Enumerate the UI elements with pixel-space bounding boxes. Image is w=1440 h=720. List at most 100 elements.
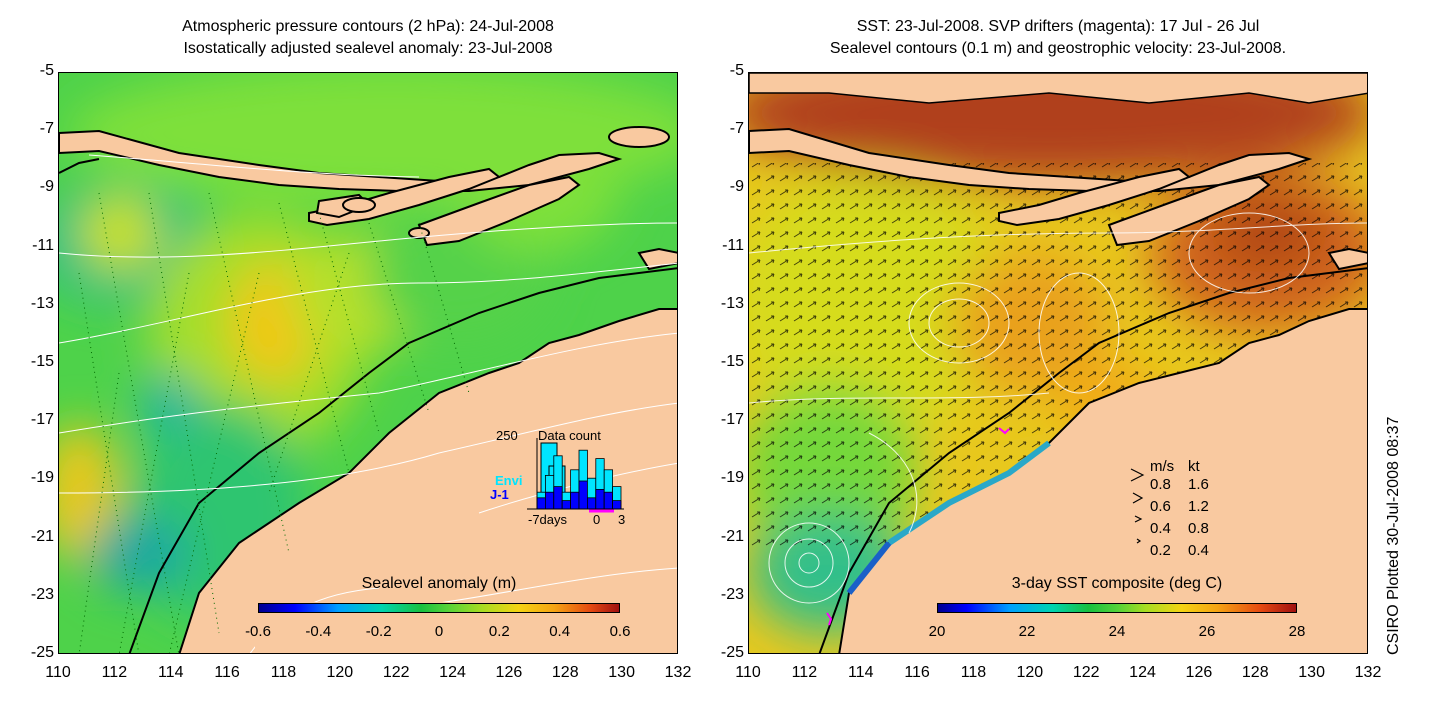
right-colorbar-tick: 22 [1018,623,1036,640]
j1-bar [612,500,622,510]
velocity-legend-kt-12: 1.2 [1188,498,1209,515]
left-colorbar-title: Sealevel anomaly (m) [361,575,517,592]
left-lon-tick-label: 122 [382,664,410,681]
left-colorbar-tick: 0.6 [609,623,631,640]
right-colorbar-title: 3-day SST composite (deg C) [1011,575,1223,592]
right-lon-tick-label: 116 [904,664,930,681]
velocity-legend-header-ms: m/s [1150,458,1175,475]
left-lat-tick-label: -21 [30,527,54,545]
left-colorbar-tick: 0.4 [549,623,571,640]
right-lon-tick-label: 114 [847,664,874,681]
velocity-legend-kt-16: 1.6 [1188,476,1209,493]
left-lat-tick-label: -17 [30,411,54,429]
velocity-legend-kt-04: 0.4 [1188,542,1209,559]
left-lon-tick-label: 118 [270,664,297,681]
left-lat-tick-label: -7 [39,120,54,138]
j1-bar [578,480,588,510]
j1-bar [587,497,597,510]
left-title-line2: Isostatically adjusted sealevel anomaly:… [183,40,553,57]
left-colorbar-tick: 0.2 [488,623,510,640]
left-lat-tick-label: -9 [39,178,54,196]
left-colorbar-tick: -0.6 [245,623,271,640]
right-lon-tick-label: 120 [1016,664,1044,681]
credit-label: CSIRO Plotted 30-Jul-2008 08:37 [1385,416,1402,655]
sst-map-graphic [749,73,1367,653]
j1-bar [603,491,614,510]
left-lat-tick-label: -13 [30,294,54,312]
right-lat-tick-label: -9 [729,178,744,196]
velocity-legend-ms-08: 0.8 [1150,476,1171,493]
inset-xlabel-zero: 0 [593,512,601,527]
left-title-line1: Atmospheric pressure contours (2 hPa): 2… [182,18,554,35]
left-lat-tick-label: -23 [30,585,54,603]
velocity-legend-kt-08: 0.8 [1188,520,1209,537]
left-colorbar-tick: 0 [434,623,444,640]
right-lat-tick-label: -11 [722,236,744,254]
left-lat-tick-label: -15 [30,353,54,370]
j1-bar [536,497,546,510]
left-colorbar-tick: -0.2 [365,623,392,640]
right-title-line1: SST: 23-Jul-2008. SVP drifters (magenta)… [856,18,1260,35]
velocity-legend-ms-02: 0.2 [1150,542,1171,559]
right-lon-tick-label: 126 [1185,664,1213,681]
right-lat-tick-label: -23 [720,585,744,603]
right-lat-tick-label: -25 [720,644,744,661]
inset-series-j1: J-1 [490,487,509,502]
right-lat-tick-label: -17 [720,411,744,429]
j1-bar [561,500,572,510]
right-lon-tick-label: 124 [1129,664,1156,681]
right-lat-tick-label: -13 [720,294,744,312]
inset-xlabel-end: 3 [618,512,626,527]
right-lat-tick-label: -7 [729,120,744,138]
right-colorbar-tick: 20 [928,623,946,640]
left-lon-tick-label: 130 [608,664,635,681]
right-lon-tick-label: 130 [1298,664,1325,681]
left-colorbar-tick: -0.4 [305,623,332,640]
sst-map [748,72,1368,654]
left-lat-tick-label: -25 [30,644,54,661]
j1-bar [570,491,580,510]
j1-bar [544,491,555,510]
left-lon-tick-label: 128 [551,664,579,681]
sealevel-anomaly-map [58,72,678,654]
sst-colorbar [937,603,1297,613]
velocity-legend-arrows [1130,468,1145,544]
inset-title: Data count [538,428,601,443]
right-lat-tick-label: -15 [720,353,744,370]
right-lat-tick-label: -5 [729,62,744,79]
velocity-legend-ms-06: 0.6 [1150,498,1171,515]
left-lon-tick-label: 132 [664,664,692,681]
left-lat-tick-label: -19 [30,469,54,487]
right-lon-tick-label: 128 [1241,664,1269,681]
left-lon-tick-label: 126 [495,664,523,681]
right-lon-tick-label: 132 [1354,664,1382,681]
right-lon-tick-label: 110 [735,664,761,681]
inset-xlabel-start: -7days [528,512,568,527]
sealevel-colorbar [258,603,620,613]
left-lon-tick-label: 114 [157,664,184,681]
right-colorbar-tick: 26 [1198,623,1216,640]
right-colorbar-tick: 24 [1108,623,1126,640]
velocity-legend-header-kt: kt [1188,458,1200,475]
left-lon-tick-label: 112 [101,664,128,681]
data-count-bars [536,449,622,510]
right-lon-tick-label: 118 [960,664,987,681]
sealevel-anomaly-map-graphic [59,73,677,653]
right-title-line2: Sealevel contours (0.1 m) and geostrophi… [829,40,1287,57]
right-lat-tick-label: -19 [720,469,744,487]
velocity-legend-ms-04: 0.4 [1150,520,1171,537]
left-lon-tick-label: 124 [439,664,466,681]
left-lon-tick-label: 116 [214,664,240,681]
right-lon-tick-label: 112 [791,664,818,681]
right-lat-tick-label: -21 [720,527,744,545]
left-lon-tick-label: 120 [326,664,354,681]
left-lon-tick-label: 110 [45,664,71,681]
j1-bar [595,488,605,510]
inset-ymax-label: 250 [496,428,518,443]
right-colorbar-tick: 28 [1288,623,1306,640]
left-lat-tick-label: -5 [39,62,54,79]
inset-series-envi: Envi [495,473,523,488]
j1-bar [553,486,563,510]
left-lat-tick-label: -11 [32,236,54,254]
right-lon-tick-label: 122 [1072,664,1100,681]
